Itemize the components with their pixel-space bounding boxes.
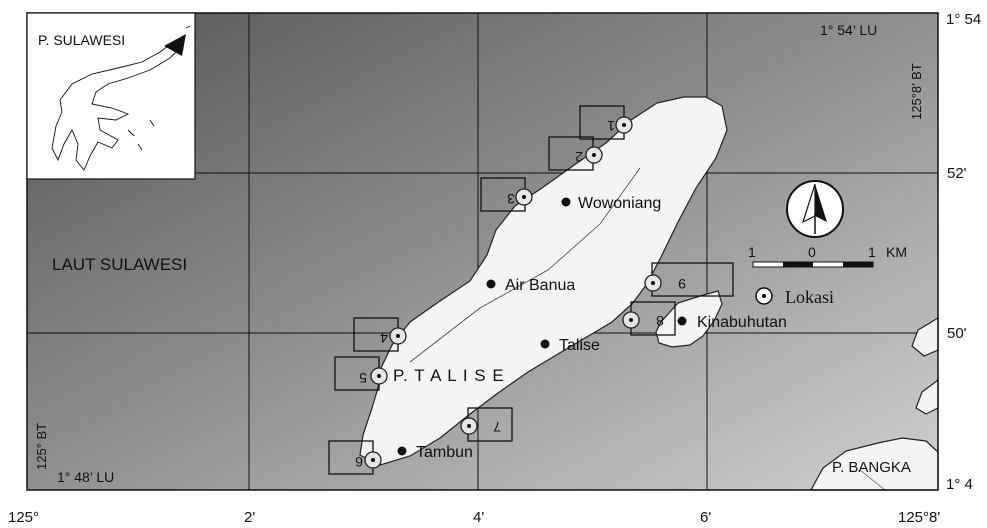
station-number: 4: [380, 330, 388, 346]
legend: Lokasi: [755, 287, 834, 307]
inset-pointer-arrow: [164, 34, 186, 56]
station-marker-dot: [622, 123, 626, 127]
station-marker-dot: [467, 424, 471, 428]
village-dot-air-banua: [486, 279, 496, 289]
station-marker-dot: [592, 153, 596, 157]
station-number: 3: [507, 191, 515, 207]
talise-island: [359, 96, 728, 466]
station-number: 5: [359, 370, 367, 386]
scale-mid-label: 0: [808, 244, 816, 260]
x-tick-label: 125°8': [898, 509, 940, 526]
kinabuhutan-islet: [655, 290, 723, 348]
station-7: 7: [460, 407, 513, 442]
station-3: 3: [480, 177, 533, 212]
station-1: 1: [579, 105, 633, 140]
station-4: 4: [353, 317, 407, 352]
village-label-air-banua: Air Banua: [505, 277, 575, 294]
bangka-label: P. BANGKA: [832, 459, 911, 476]
island-road: [409, 167, 641, 363]
lat-label-bottom-left: 1° 48’ LU: [57, 469, 114, 485]
y-tick-label: 52': [947, 165, 967, 182]
station-number: 7: [493, 419, 501, 435]
inset-label: P. SULAWESI: [38, 32, 125, 48]
village-label-tambun: Tambun: [416, 444, 473, 461]
y-tick-label: 1° 54: [946, 11, 981, 28]
station-8: 8: [622, 301, 676, 336]
inset-islands: [127, 25, 191, 151]
village-dot-kinabuhutan: [677, 316, 687, 326]
legend-lokasi-label: Lokasi: [785, 287, 834, 307]
station-6: 6: [328, 440, 382, 475]
bangka-inner-line: [859, 469, 886, 491]
station-2: 2: [548, 136, 603, 171]
scale-left-label: 1: [748, 244, 756, 260]
station-marker-dot: [377, 374, 381, 378]
station-marker-dot: [522, 195, 526, 199]
north-arrow-icon: [786, 180, 844, 238]
station-5: 5: [334, 356, 388, 391]
station-9: 9: [644, 262, 734, 297]
stations-layer: 1 2 3 4 5 6 7 8 9: [328, 105, 734, 475]
lat-label-top-right: 1° 54’ LU: [820, 22, 877, 38]
station-marker-dot: [651, 281, 655, 285]
x-tick-label: 6': [700, 509, 711, 526]
station-number: 9: [678, 276, 686, 292]
village-dot-talise: [540, 339, 550, 349]
station-marker-dot: [629, 318, 633, 322]
village-label-talise: Talise: [559, 337, 600, 354]
station-number: 1: [607, 118, 615, 134]
y-tick-label: 1° 4: [946, 476, 973, 493]
station-number: 8: [656, 313, 664, 329]
station-marker-dot: [396, 334, 400, 338]
scale-right-label: 1: [868, 244, 876, 260]
x-tick-label: 2': [244, 509, 255, 526]
inset-map: P. SULAWESI: [26, 12, 196, 180]
x-tick-label: 125°: [8, 509, 39, 526]
station-marker-dot: [371, 458, 375, 462]
x-tick-label: 4': [473, 509, 484, 526]
y-tick-label: 50': [947, 325, 967, 342]
sea-label: LAUT SULAWESI: [52, 255, 187, 274]
station-number: 6: [355, 454, 363, 470]
village-dot-wowoniang: [561, 197, 571, 207]
island-label: P. T A L I S E: [393, 366, 505, 385]
lon-label-right: 125°8’ BT: [909, 63, 924, 120]
map-frame: [26, 12, 939, 491]
scale-unit-label: KM: [886, 244, 907, 260]
lon-label-left: 125° BT: [34, 423, 49, 470]
station-number: 2: [575, 149, 583, 165]
sulawesi-outline: [51, 39, 183, 171]
village-dot-tambun: [397, 446, 407, 456]
scale-bar: 1 0 1 KM: [748, 244, 907, 268]
village-label-kinabuhutan: Kinabuhutan: [697, 314, 787, 331]
village-label-wowoniang: Wowoniang: [578, 195, 661, 212]
village-dots: [397, 197, 687, 456]
